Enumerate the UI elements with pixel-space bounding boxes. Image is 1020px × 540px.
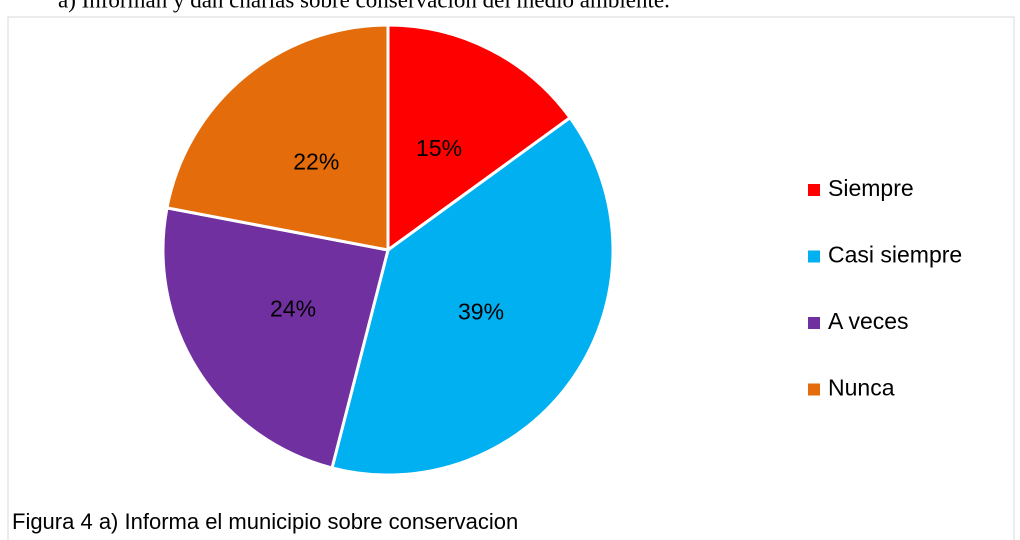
data-label: 24%: [270, 295, 316, 321]
legend-label: Casi siempre: [828, 242, 962, 268]
heading: a) Informan y dan charlas sobre conserva…: [58, 0, 670, 12]
legend-label: Nunca: [828, 375, 895, 401]
pie-slice: [165, 23, 390, 252]
pie-slice: [161, 206, 390, 470]
pie-slice: [386, 23, 573, 253]
legend-swatch: [808, 383, 820, 396]
legend-swatch: [808, 184, 820, 196]
legend-swatch: [808, 250, 820, 263]
pie-slice: [330, 115, 615, 477]
data-label: 22%: [293, 148, 339, 174]
legend-label: A veces: [828, 308, 909, 334]
legend-swatch: [808, 317, 820, 329]
data-label: 39%: [458, 298, 504, 324]
data-label: 15%: [416, 135, 462, 161]
caption: Figura 4 a) Informa el municipio sobre c…: [12, 509, 518, 534]
legend-label: Siempre: [828, 175, 914, 201]
